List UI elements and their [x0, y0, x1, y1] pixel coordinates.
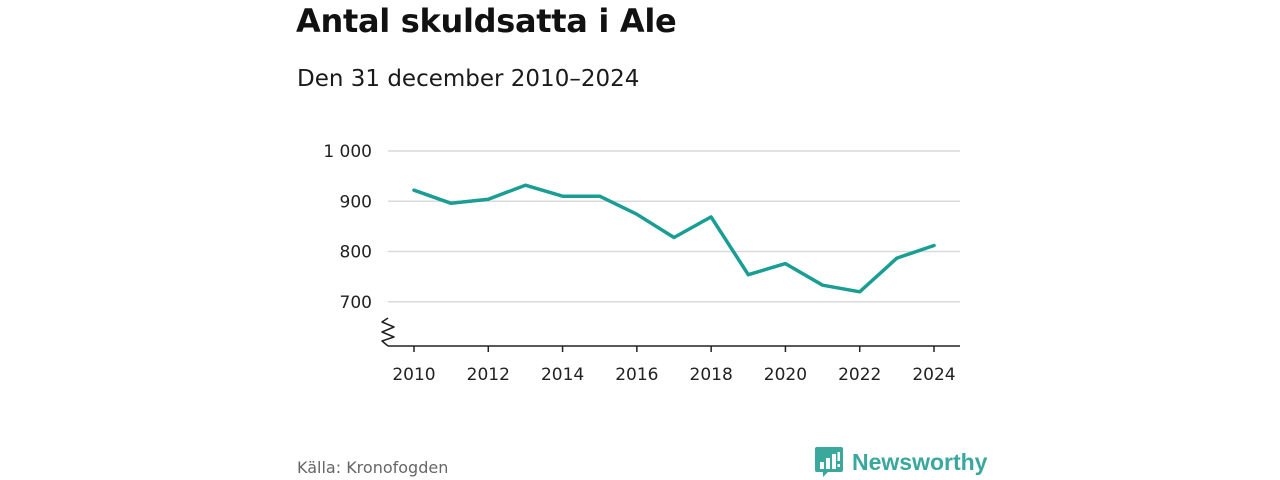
x-axis [381, 317, 960, 347]
bar-chart-logo-icon [815, 447, 843, 477]
brand-name: Newsworthy [852, 448, 988, 475]
y-tick-label: 1 000 [323, 142, 372, 162]
x-tick-label: 2016 [615, 365, 658, 385]
x-tick-label: 2020 [764, 365, 807, 385]
y-tick-label: 800 [340, 243, 372, 263]
x-tick-label: 2024 [912, 365, 955, 385]
x-axis-ticks: 2010 2012 2014 2016 2018 2020 2022 2024 [392, 346, 956, 385]
x-tick-label: 2010 [392, 365, 435, 385]
x-tick-label: 2018 [690, 365, 733, 385]
series-line [412, 183, 936, 294]
source-note: Källa: Kronofogden [297, 458, 449, 477]
x-tick-label: 2014 [541, 365, 584, 385]
y-tick-label: 700 [340, 293, 372, 313]
y-axis-ticks: 700 800 900 1 000 [323, 142, 372, 313]
chart-title: Antal skuldsatta i Ale [296, 2, 677, 40]
chart-subtitle: Den 31 december 2010–2024 [297, 66, 640, 92]
brand-logo: Newsworthy [814, 446, 987, 478]
x-tick-label: 2012 [467, 365, 510, 385]
axis-break-icon [381, 317, 395, 347]
x-tick-label: 2022 [838, 365, 881, 385]
series [412, 183, 936, 294]
y-tick-label: 900 [340, 192, 372, 212]
grid-lines [388, 150, 960, 303]
